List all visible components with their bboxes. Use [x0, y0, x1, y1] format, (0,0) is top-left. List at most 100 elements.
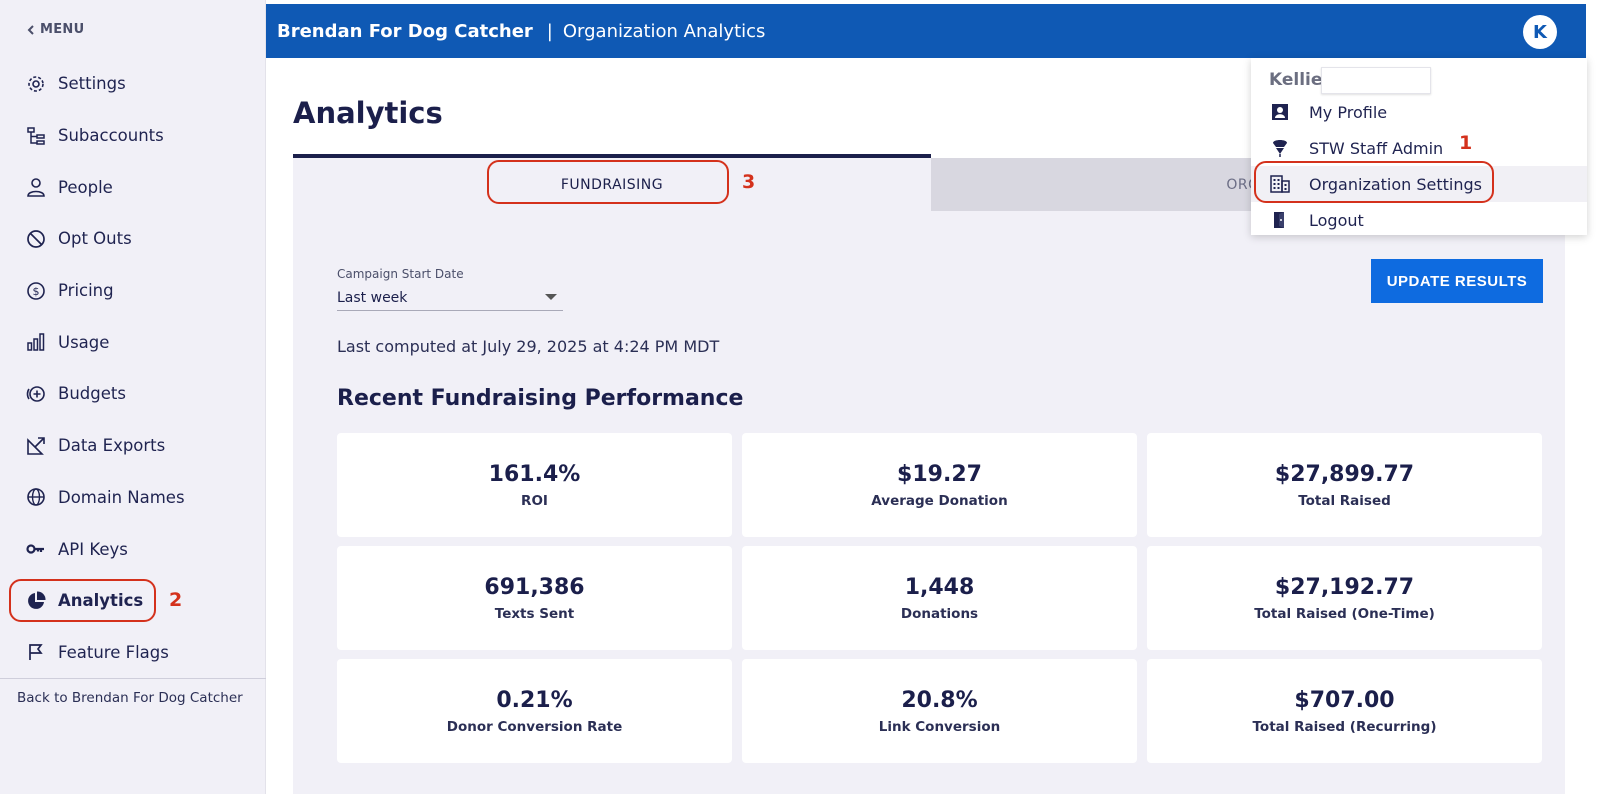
- dollar-icon: $: [24, 279, 48, 303]
- last-computed-text: Last computed at July 29, 2025 at 4:24 P…: [337, 337, 720, 356]
- annotation-step-2: 2: [169, 589, 183, 611]
- stat-value: $27,899.77: [1274, 461, 1415, 487]
- sidebar-item-label: Budgets: [58, 384, 126, 404]
- campaign-start-date-select[interactable]: Last week: [337, 285, 563, 311]
- sidebar-item-opt-outs[interactable]: Opt Outs: [0, 213, 266, 265]
- annotation-highlight-fundraising-tab: [487, 160, 729, 204]
- stat-value: 161.4%: [488, 461, 581, 487]
- stat-value: $27,192.77: [1274, 574, 1415, 600]
- menu-item-label: Organization Settings: [1309, 174, 1482, 194]
- campaign-start-date-label: Campaign Start Date: [337, 267, 464, 281]
- sidebar-item-label: People: [58, 177, 113, 197]
- annotation-highlight-org-settings: [1254, 161, 1494, 203]
- sidebar-item-domain-names[interactable]: Domain Names: [0, 472, 266, 524]
- stat-label: Total Raised: [1298, 492, 1391, 509]
- annotation-step-3: 3: [742, 171, 756, 193]
- sidebar-item-analytics[interactable]: Analytics: [0, 575, 266, 627]
- stat-value: 691,386: [484, 574, 585, 600]
- logout-icon: [1269, 209, 1291, 231]
- stat-label: Donations: [900, 605, 979, 622]
- stat-label: ROI: [521, 492, 548, 509]
- stat-value: 0.21%: [496, 687, 573, 713]
- sidebar-item-label: Usage: [58, 332, 110, 352]
- annotation-highlight-analytics: [9, 579, 156, 622]
- caret-down-icon: [545, 294, 557, 300]
- annotation-step-1: 1: [1459, 132, 1473, 154]
- stat-value: 1,448: [904, 574, 975, 600]
- menu-item-label: STW Staff Admin: [1309, 138, 1444, 158]
- chevron-left-icon: [27, 24, 34, 35]
- page-title: Analytics: [293, 96, 443, 130]
- hierarchy-icon: [24, 124, 48, 148]
- menu-item-label: My Profile: [1309, 102, 1388, 122]
- sidebar-item-budgets[interactable]: Budgets: [0, 368, 266, 420]
- svg-text:$: $: [33, 285, 40, 298]
- person-icon: [24, 175, 48, 199]
- menu-item-my-profile[interactable]: My Profile: [1251, 94, 1587, 130]
- header-separator: |: [546, 20, 553, 42]
- flag-icon: [24, 640, 48, 664]
- update-results-button[interactable]: UPDATE RESULTS: [1371, 259, 1543, 303]
- back-to-org-link[interactable]: Back to Brendan For Dog Catcher: [17, 690, 243, 706]
- sidebar-item-api-keys[interactable]: API Keys: [0, 523, 266, 575]
- admin-icon: [1269, 137, 1291, 159]
- menu-item-logout[interactable]: Logout: [1251, 202, 1587, 238]
- gear-icon: [24, 72, 48, 96]
- menu-toggle[interactable]: MENU: [27, 22, 84, 37]
- user-menu-name: Kellie: [1269, 70, 1323, 90]
- menu-item-stw-staff-admin[interactable]: STW Staff Admin: [1251, 130, 1587, 166]
- org-name[interactable]: Brendan For Dog Catcher: [277, 20, 533, 42]
- sidebar-item-feature-flags[interactable]: Feature Flags: [0, 627, 266, 679]
- stat-card-donor-conversion-rate: 0.21% Donor Conversion Rate: [337, 659, 732, 763]
- campaign-start-date-value: Last week: [337, 289, 408, 306]
- sidebar: MENU Settings Subaccounts People Opt Out…: [0, 0, 266, 794]
- plus-circle-icon: [24, 382, 48, 406]
- stat-card-total-raised-recurring: $707.00 Total Raised (Recurring): [1147, 659, 1542, 763]
- stat-value: $19.27: [897, 461, 982, 487]
- profile-icon: [1269, 101, 1291, 123]
- sidebar-item-data-exports[interactable]: Data Exports: [0, 420, 266, 472]
- header-page-name: Organization Analytics: [562, 20, 766, 42]
- sidebar-nav: Settings Subaccounts People Opt Outs $ P…: [0, 58, 266, 678]
- stat-card-donations: 1,448 Donations: [742, 546, 1137, 650]
- stat-card-link-conversion: 20.8% Link Conversion: [742, 659, 1137, 763]
- sidebar-item-pricing[interactable]: $ Pricing: [0, 265, 266, 317]
- menu-item-label: Logout: [1309, 210, 1364, 230]
- building-icon: [1269, 173, 1291, 195]
- sidebar-item-subaccounts[interactable]: Subaccounts: [0, 110, 266, 162]
- sidebar-item-label: Feature Flags: [58, 642, 169, 662]
- user-menu-dropdown: Kellie My Profile STW Staff Admin Organi…: [1251, 58, 1587, 235]
- sidebar-item-label: Subaccounts: [58, 126, 164, 146]
- sidebar-item-label: Opt Outs: [58, 229, 132, 249]
- stat-card-total-raised: $27,899.77 Total Raised: [1147, 433, 1542, 537]
- top-header: Brendan For Dog Catcher | Organization A…: [266, 4, 1586, 58]
- sidebar-item-label: Pricing: [58, 281, 114, 301]
- user-name-box: [1321, 67, 1431, 94]
- user-avatar[interactable]: K: [1523, 15, 1557, 49]
- stat-value: $707.00: [1294, 687, 1395, 713]
- sidebar-item-label: Data Exports: [58, 436, 166, 456]
- sidebar-item-label: Settings: [58, 74, 126, 94]
- sidebar-item-people[interactable]: People: [0, 161, 266, 213]
- section-title: Recent Fundraising Performance: [337, 386, 744, 411]
- sidebar-item-usage[interactable]: Usage: [0, 316, 266, 368]
- stat-card-total-raised-one-time: $27,192.77 Total Raised (One-Time): [1147, 546, 1542, 650]
- fundraising-panel: Campaign Start Date Last week UPDATE RES…: [293, 211, 1565, 794]
- menu-item-organization-settings[interactable]: Organization Settings: [1251, 166, 1587, 202]
- stat-label: Texts Sent: [494, 605, 575, 622]
- menu-toggle-label: MENU: [40, 22, 85, 37]
- stat-label: Total Raised (Recurring): [1252, 718, 1437, 735]
- sidebar-item-label: Analytics: [58, 591, 144, 611]
- stat-label: Donor Conversion Rate: [446, 718, 623, 735]
- stat-value: 20.8%: [901, 687, 978, 713]
- stat-label: Link Conversion: [878, 718, 1001, 735]
- stat-label: Average Donation: [871, 492, 1008, 509]
- bar-chart-icon: [24, 330, 48, 354]
- stat-card-average-donation: $19.27 Average Donation: [742, 433, 1137, 537]
- key-icon: [24, 537, 48, 561]
- sidebar-divider: [0, 678, 266, 679]
- sidebar-item-settings[interactable]: Settings: [0, 58, 266, 110]
- tab-fundraising[interactable]: FUNDRAISING: [293, 154, 931, 211]
- globe-icon: [24, 485, 48, 509]
- pie-chart-icon: [24, 589, 48, 613]
